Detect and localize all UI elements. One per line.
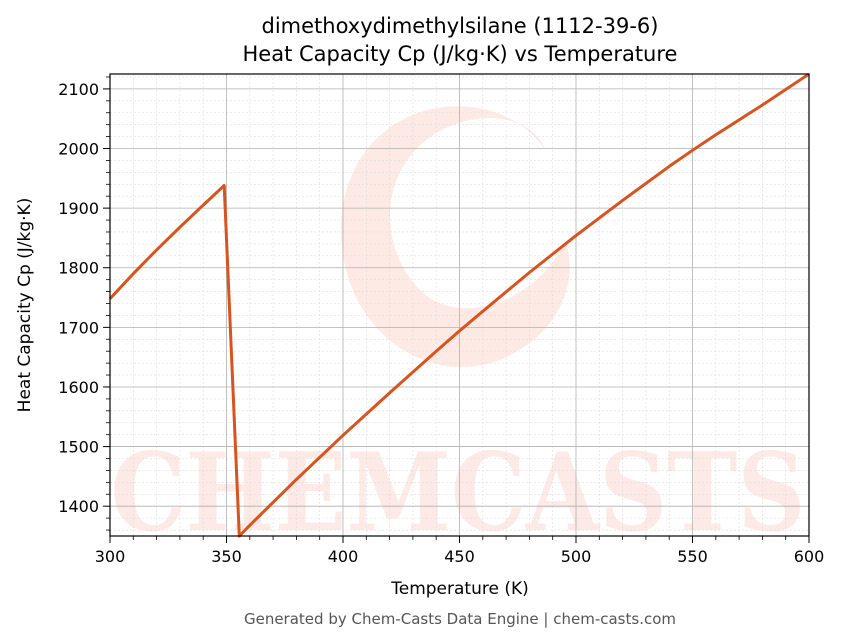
chart-title: dimethoxydimethylsilane (1112-39-6)	[262, 14, 659, 38]
watermark-logo-icon	[340, 106, 570, 367]
y-axis-label: Heat Capacity Cp (J/kg·K)	[15, 198, 35, 413]
x-tick-label: 500	[561, 547, 592, 566]
x-tick-label: 450	[444, 547, 475, 566]
x-tick-label: 600	[794, 547, 825, 566]
axis-ticks: 300 350 400 450 500 550 600 1400 1500 1600 1700 180…	[58, 76, 825, 566]
x-tick-label: 300	[95, 547, 126, 566]
y-tick-label: 2100	[58, 80, 99, 99]
y-tick-label: 1800	[58, 259, 99, 278]
y-tick-label: 1900	[58, 199, 99, 218]
y-tick-label: 1400	[58, 497, 99, 516]
footer-text: Generated by Chem-Casts Data Engine | ch…	[244, 610, 676, 628]
y-tick-label: 1600	[58, 378, 99, 397]
y-tick-label: 1500	[58, 438, 99, 457]
y-tick-label: 2000	[58, 140, 99, 159]
chart-subtitle: Heat Capacity Cp (J/kg·K) vs Temperature	[243, 42, 678, 66]
x-tick-label: 400	[328, 547, 359, 566]
y-tick-label: 1700	[58, 318, 99, 337]
x-axis-label: Temperature (K)	[390, 579, 529, 599]
x-tick-label: 350	[211, 547, 242, 566]
watermark-text: CHEMCASTS	[111, 430, 806, 556]
x-tick-label: 550	[677, 547, 708, 566]
series-line	[108, 72, 810, 538]
